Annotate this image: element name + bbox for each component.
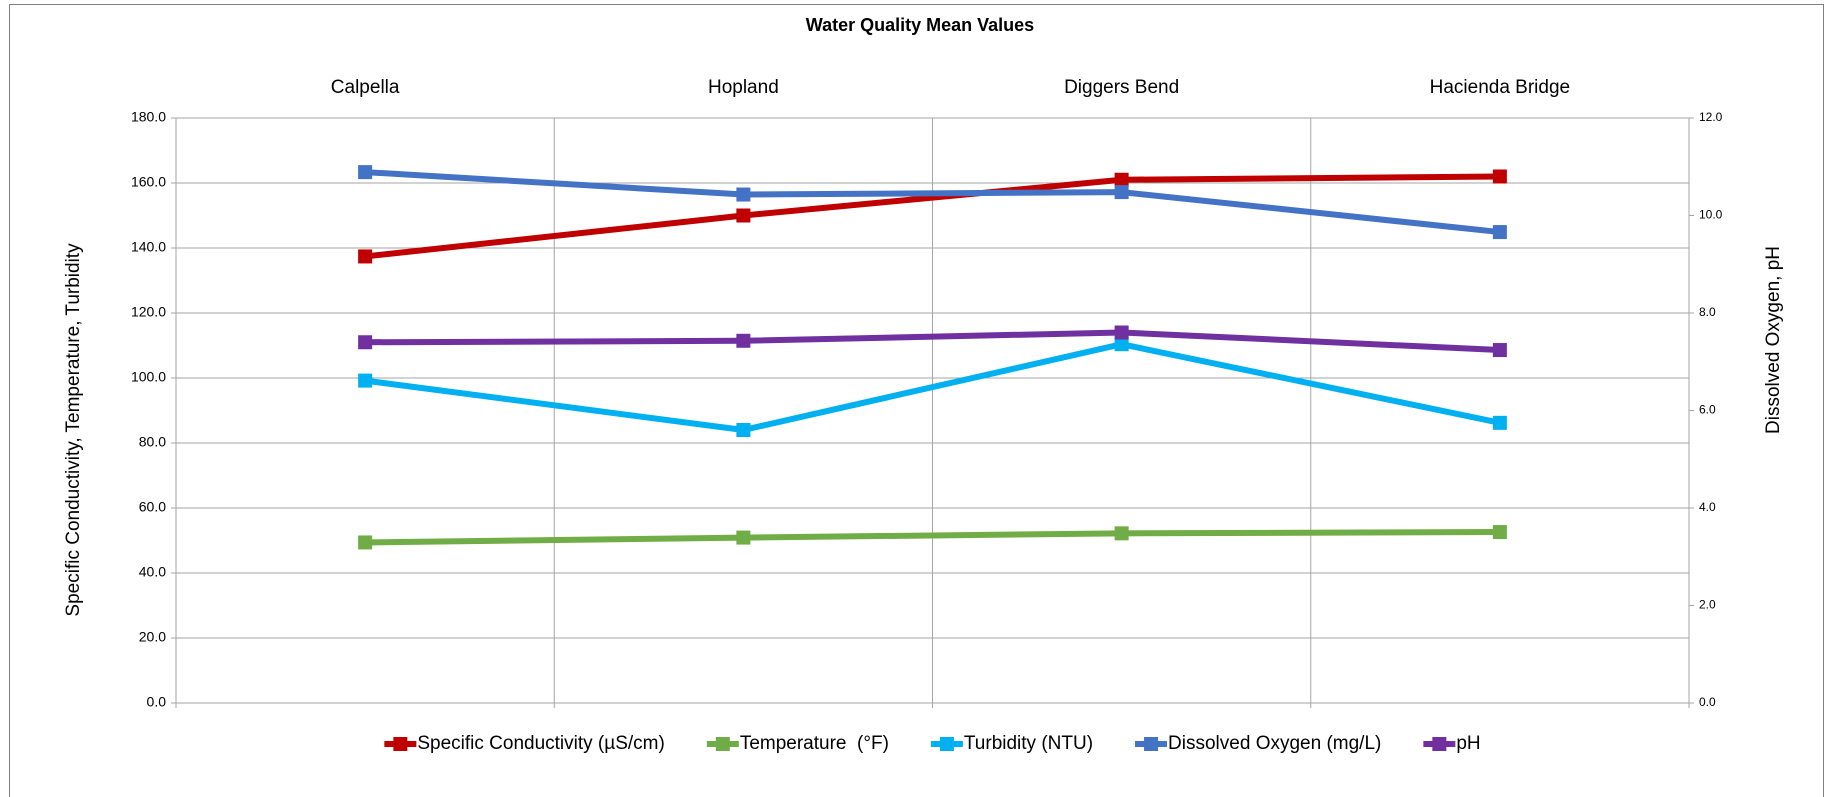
series-marker	[1492, 169, 1507, 184]
series-line	[364, 169, 1501, 236]
series-marker	[736, 530, 751, 545]
series-line	[364, 341, 1501, 433]
series-marker	[1114, 185, 1129, 200]
y2-tick-label: 4.0	[1699, 500, 1716, 514]
series-marker	[736, 423, 751, 437]
series-marker	[1492, 525, 1507, 540]
series-marker	[736, 333, 751, 348]
y2-tick-label: 8.0	[1699, 305, 1716, 319]
y-tick-label: 60.0	[139, 499, 166, 515]
series-marker	[1114, 526, 1129, 541]
y2-axis-title: Dissolved Oxygen, pH	[1763, 246, 1784, 434]
series-marker	[358, 373, 373, 388]
legend-label: Turbidity (NTU)	[964, 733, 1093, 754]
legend-label: pH	[1456, 733, 1480, 754]
y2-tick-label: 2.0	[1699, 598, 1716, 612]
series-marker	[358, 335, 373, 350]
y2-tick-label: 10.0	[1699, 208, 1723, 222]
series-marker	[1492, 343, 1507, 358]
y-tick-label: 120.0	[131, 304, 166, 320]
y-tick-label: 80.0	[139, 434, 166, 450]
series-marker	[358, 535, 373, 550]
y-tick-label: 180.0	[131, 109, 166, 125]
series-marker	[736, 208, 751, 223]
y2-tick-label: 6.0	[1699, 403, 1716, 417]
y-tick-label: 0.0	[147, 694, 167, 710]
legend-label: Specific Conductivity (µS/cm)	[417, 733, 664, 754]
y2-tick-label: 12.0	[1699, 110, 1723, 124]
chart-title: Water Quality Mean Values	[806, 15, 1034, 35]
legend-marker	[939, 737, 954, 751]
y-axis-title: Specific Conductivity, Temperature, Turb…	[63, 243, 84, 617]
y-tick-label: 140.0	[131, 239, 166, 255]
y-tick-label: 40.0	[139, 564, 166, 580]
series-marker	[358, 165, 373, 180]
y2-tick-label: 0.0	[1699, 695, 1716, 709]
chart-border	[9, 4, 1824, 797]
series-marker	[1492, 415, 1507, 430]
series-marker	[736, 187, 751, 202]
series-line	[364, 173, 1500, 260]
legend-label: Temperature (°F)	[740, 733, 889, 754]
series-marker	[1114, 325, 1129, 340]
series-marker	[1492, 225, 1507, 240]
legend-label: Dissolved Oxygen (mg/L)	[1168, 733, 1381, 754]
x-tick-label: Diggers Bend	[1064, 77, 1179, 98]
series-marker	[1114, 172, 1129, 187]
legend-marker	[1144, 737, 1159, 751]
legend-marker	[715, 737, 730, 751]
series-line	[365, 329, 1501, 354]
series-marker	[358, 249, 373, 264]
series-line	[365, 529, 1500, 546]
x-tick-label: Hopland	[708, 77, 779, 98]
x-tick-label: Calpella	[331, 77, 400, 98]
legend-marker	[1432, 737, 1447, 751]
series-marker	[1114, 337, 1129, 352]
y-tick-label: 20.0	[139, 629, 166, 645]
y-tick-label: 100.0	[131, 369, 166, 385]
y-tick-label: 160.0	[131, 174, 166, 190]
legend-marker	[393, 737, 408, 751]
x-tick-label: Hacienda Bridge	[1430, 77, 1570, 98]
